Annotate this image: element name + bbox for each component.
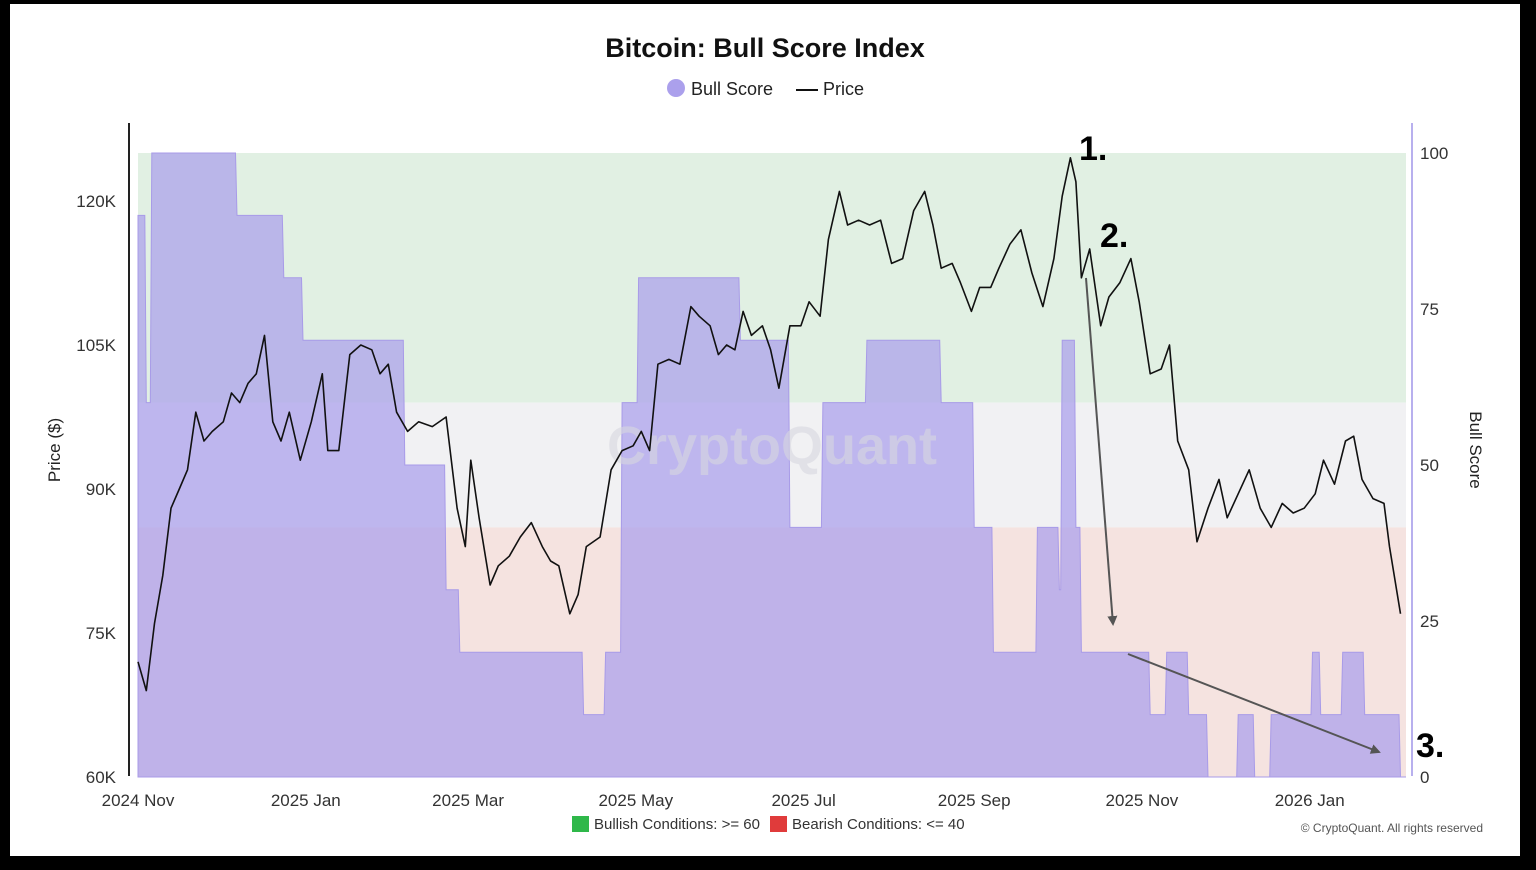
bearish-swatch — [770, 816, 787, 832]
right-tick-label: 25 — [1420, 612, 1439, 631]
x-tick-label: 2026 Jan — [1275, 791, 1345, 810]
arrow-drop-2 — [1127, 653, 1381, 754]
left-axis-ticks: 60K 75K 90K 105K 120K — [76, 192, 116, 787]
left-tick-label: 120K — [76, 192, 116, 211]
x-tick-label: 2025 May — [598, 791, 673, 810]
annotation-2: 2. — [1100, 217, 1128, 255]
legend: Bull Score Price — [667, 79, 864, 99]
right-axis-title: Bull Score — [1466, 411, 1485, 488]
legend-bull-score-marker — [667, 79, 685, 97]
bull-score-area — [137, 152, 1406, 778]
legend-bull-score-label: Bull Score — [691, 79, 773, 99]
credit-text: © CryptoQuant. All rights reserved — [1301, 821, 1483, 835]
left-axis-title: Price ($) — [45, 418, 64, 482]
x-tick-label: 2025 Jul — [771, 791, 835, 810]
chart-title: Bitcoin: Bull Score Index — [605, 33, 925, 63]
watermark: CryptoQuant — [607, 416, 937, 476]
bullish-swatch — [572, 816, 589, 832]
bullish-conditions-label: Bullish Conditions: >= 60 — [594, 816, 760, 833]
chart-frame: CryptoQuant 60K 75K 90K 105K 120K 0 25 50 75 100… — [10, 4, 1520, 856]
left-tick-label: 105K — [76, 336, 116, 355]
x-tick-label: 2024 Nov — [102, 791, 175, 810]
x-tick-label: 2025 Sep — [938, 791, 1011, 810]
x-axis-ticks: 2024 Nov 2025 Jan 2025 Mar 2025 May 2025 Jul… — [102, 791, 1345, 810]
annotation-3: 3. — [1416, 727, 1444, 765]
bearish-conditions-label: Bearish Conditions: <= 40 — [792, 816, 965, 833]
right-tick-label: 0 — [1420, 768, 1429, 787]
bull-score-chart: CryptoQuant 60K 75K 90K 105K 120K 0 25 50 75 100… — [45, 33, 1485, 835]
right-axis-ticks: 0 25 50 75 100 — [1420, 144, 1448, 787]
right-tick-label: 75 — [1420, 300, 1439, 319]
x-tick-label: 2025 Mar — [432, 791, 504, 810]
price-line — [137, 157, 1402, 692]
x-tick-label: 2025 Nov — [1106, 791, 1179, 810]
conditions-legend: Bullish Conditions: >= 60 Bearish Condit… — [572, 816, 965, 833]
right-tick-label: 50 — [1420, 456, 1439, 475]
x-tick-label: 2025 Jan — [271, 791, 341, 810]
left-tick-label: 60K — [86, 768, 117, 787]
annotation-1: 1. — [1079, 130, 1107, 168]
right-tick-label: 100 — [1420, 144, 1448, 163]
left-tick-label: 90K — [86, 480, 117, 499]
legend-price-label: Price — [823, 79, 864, 99]
arrow-drop-1 — [1085, 277, 1118, 626]
left-tick-label: 75K — [86, 624, 117, 643]
